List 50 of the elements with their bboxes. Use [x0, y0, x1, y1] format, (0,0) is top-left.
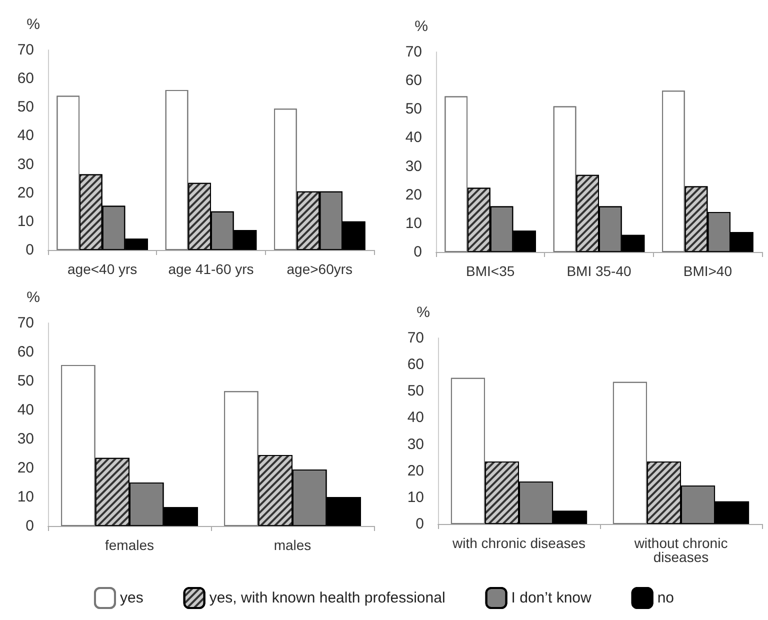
x-tick-label: BMI<35: [466, 263, 515, 279]
y-tick-label: 60: [407, 356, 424, 374]
y-tick-label: 0: [26, 242, 34, 258]
y-tick-label: 0: [26, 518, 34, 534]
legend-label: I don’t know: [511, 590, 592, 606]
x-tick-label: females: [104, 537, 154, 553]
y-tick-label: 40: [17, 402, 34, 418]
y-tick-label: 70: [17, 42, 34, 58]
x-tick-label: BMI>40: [683, 263, 732, 279]
legend-label: yes: [120, 590, 144, 606]
y-axis-title: %: [416, 304, 430, 321]
y-tick-label: 10: [407, 488, 424, 506]
y-tick-label: 40: [17, 127, 34, 144]
y-tick-label: 20: [405, 186, 422, 204]
y-tick-label: 20: [407, 462, 424, 480]
y-tick-label: 50: [405, 100, 422, 118]
y-tick-label: 10: [17, 212, 34, 230]
y-tick-label: 30: [407, 436, 424, 453]
y-axis-title: %: [26, 289, 40, 306]
y-tick-label: 0: [414, 244, 422, 260]
y-axis-title: %: [414, 18, 428, 35]
y-tick-label: 20: [17, 460, 34, 476]
y-tick-label: 30: [17, 156, 34, 173]
y-tick-label: 50: [17, 98, 34, 116]
y-tick-label: 50: [407, 382, 424, 400]
y-tick-label: 70: [405, 44, 422, 60]
x-tick-label: age<40 yrs: [67, 261, 138, 277]
y-tick-label: 60: [17, 70, 34, 88]
y-tick-label: 70: [407, 330, 424, 346]
y-tick-label: 20: [17, 184, 34, 202]
x-tick-label: without chronic diseases: [633, 535, 728, 565]
y-tick-label: 40: [405, 129, 422, 146]
y-tick-label: 0: [416, 516, 424, 532]
y-tick-label: 60: [17, 344, 34, 360]
y-tick-label: 30: [405, 158, 422, 175]
y-tick-label: 40: [407, 409, 424, 426]
y-tick-label: 10: [405, 214, 422, 232]
x-tick-label: age>60yrs: [286, 261, 353, 277]
y-tick-label: 70: [17, 314, 34, 332]
y-axis-title: %: [26, 16, 40, 33]
legend-label: no: [657, 590, 674, 606]
x-tick-label: BMI 35-40: [566, 263, 632, 279]
x-tick-label: with chronic diseases: [451, 535, 586, 551]
x-tick-label: age 41-60 yrs: [168, 261, 254, 277]
y-tick-label: 60: [405, 72, 422, 90]
x-tick-label: males: [274, 537, 312, 553]
y-tick-label: 50: [17, 372, 34, 390]
y-tick-label: 10: [17, 488, 34, 506]
y-tick-label: 30: [17, 430, 34, 448]
legend-label: yes, with known health professional: [209, 590, 446, 606]
